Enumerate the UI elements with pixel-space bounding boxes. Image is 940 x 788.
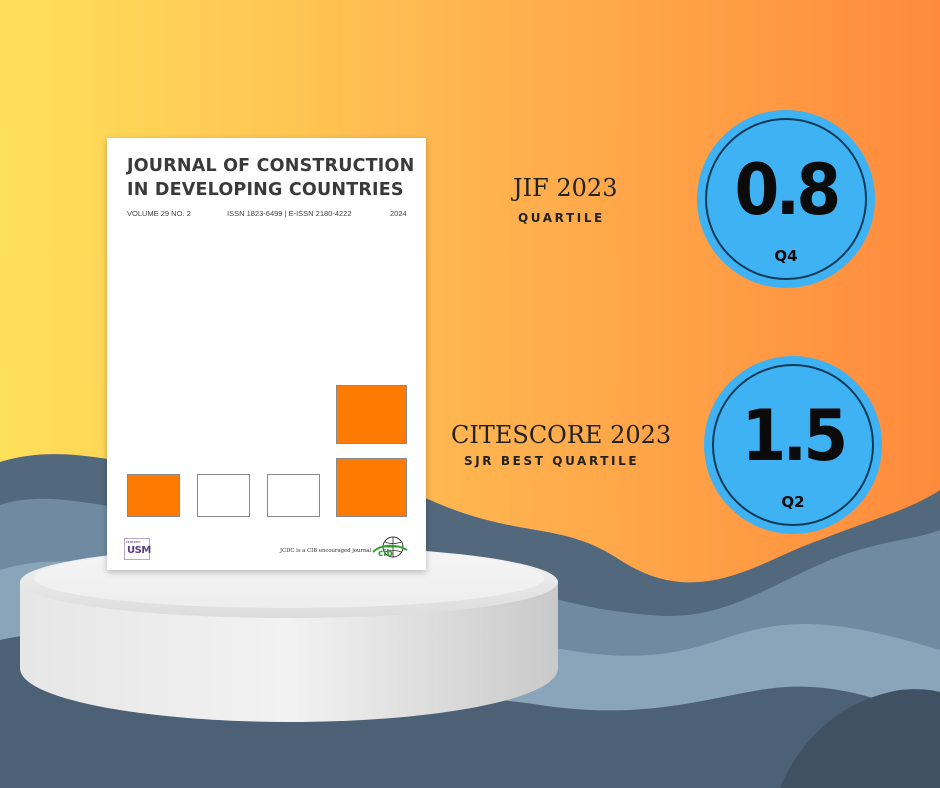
metric-label-jif: JIF 2023: [513, 174, 618, 202]
wave-front-right: [780, 689, 940, 788]
cover-square-orange-right: [336, 458, 407, 517]
citescore-circle-badge: 1.5 Q2: [704, 356, 882, 534]
usm-logo-caption: PENERBIT: [126, 540, 141, 544]
podium-side: [20, 582, 558, 722]
cover-square-white-2: [267, 474, 320, 517]
cover-title: JOURNAL OF CONSTRUCTION IN DEVELOPING CO…: [127, 154, 417, 202]
metric-sub-citescore: SJR BEST QUARTILE: [464, 454, 640, 468]
jif-value: 0.8: [734, 149, 841, 231]
cib-note: JCDC is a CIB encouraged journal: [280, 548, 372, 554]
cover-year: 2024: [390, 209, 407, 218]
cover-square-white-1: [197, 474, 250, 517]
citescore-quartile: Q2: [781, 493, 805, 511]
cib-logo: cib: [372, 536, 408, 559]
metric-label-citescore: CITESCORE 2023: [451, 421, 672, 449]
cover-square-orange-left: [127, 474, 180, 517]
cover-title-line2: IN DEVELOPING COUNTRIES: [127, 180, 404, 200]
citescore-circle-ring: [712, 364, 874, 526]
cover-issn: ISSN 1823-6499 | E-ISSN 2180-4222: [227, 209, 352, 218]
svg-text:cib: cib: [378, 549, 393, 559]
metric-sub-jif: QUARTILE: [518, 211, 605, 225]
citescore-value: 1.5: [741, 395, 848, 477]
jif-circle-ring: [705, 118, 867, 280]
journal-cover: JOURNAL OF CONSTRUCTION IN DEVELOPING CO…: [107, 138, 426, 570]
cover-title-line1: JOURNAL OF CONSTRUCTION: [127, 156, 415, 176]
jif-circle-badge: 0.8 Q4: [697, 110, 875, 288]
jif-quartile: Q4: [774, 247, 798, 265]
cover-volume: VOLUME 29 NO. 2: [127, 209, 191, 218]
cover-square-orange-top: [336, 385, 407, 444]
usm-logo-text: USM: [127, 545, 151, 556]
usm-logo: PENERBIT USM: [124, 538, 151, 560]
